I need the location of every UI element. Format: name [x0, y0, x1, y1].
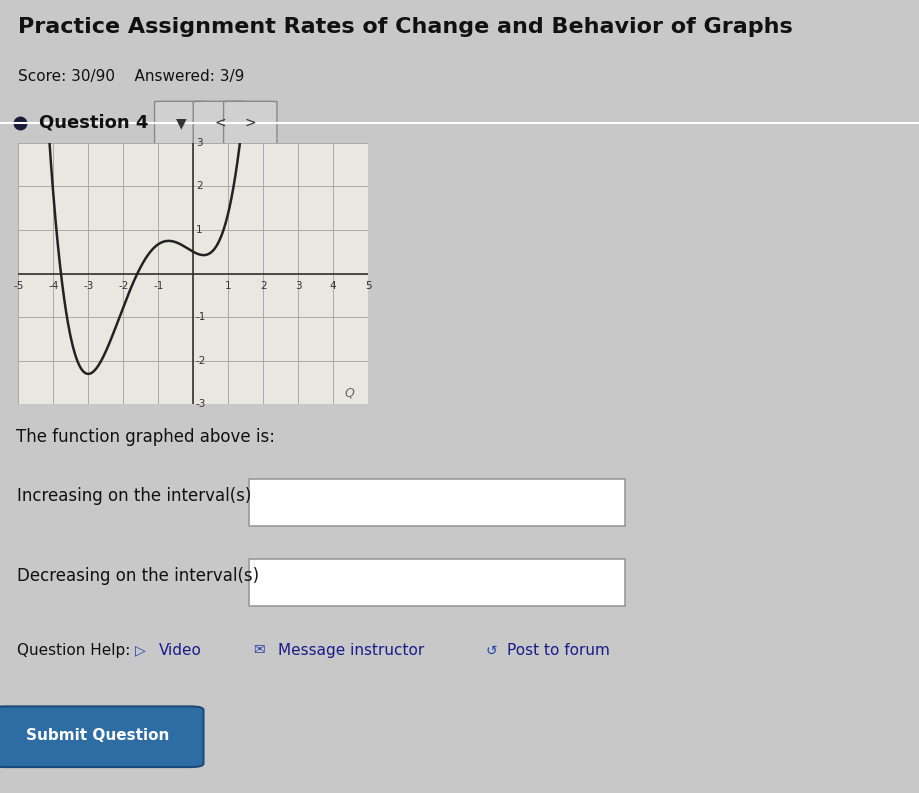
Text: Post to forum: Post to forum	[506, 643, 609, 658]
Text: Q: Q	[344, 386, 354, 399]
Text: -1: -1	[153, 282, 164, 292]
Text: 1: 1	[196, 225, 202, 235]
Text: 1: 1	[224, 282, 232, 292]
Text: ▷: ▷	[135, 644, 146, 657]
FancyBboxPatch shape	[249, 479, 624, 527]
Text: 2: 2	[259, 282, 267, 292]
Text: <: <	[214, 116, 225, 130]
FancyBboxPatch shape	[193, 102, 246, 144]
Text: >: >	[244, 116, 255, 130]
Text: 4: 4	[329, 282, 336, 292]
Text: -3: -3	[83, 282, 94, 292]
Text: The function graphed above is:: The function graphed above is:	[16, 427, 275, 446]
Text: -1: -1	[196, 312, 206, 322]
FancyBboxPatch shape	[154, 102, 208, 144]
Text: Increasing on the interval(s): Increasing on the interval(s)	[17, 488, 252, 505]
Text: ▼: ▼	[176, 116, 187, 130]
Text: 3: 3	[196, 138, 202, 147]
Text: 2: 2	[196, 182, 202, 191]
FancyBboxPatch shape	[223, 102, 277, 144]
Text: ✉: ✉	[254, 644, 265, 657]
Text: Practice Assignment Rates of Change and Behavior of Graphs: Practice Assignment Rates of Change and …	[18, 17, 792, 37]
Text: Decreasing on the interval(s): Decreasing on the interval(s)	[17, 567, 259, 585]
Text: -4: -4	[48, 282, 59, 292]
Text: Message instructor: Message instructor	[278, 643, 424, 658]
Text: -5: -5	[13, 282, 24, 292]
Text: ↺: ↺	[484, 644, 496, 657]
Text: -3: -3	[196, 400, 206, 409]
FancyBboxPatch shape	[0, 707, 203, 767]
Text: Score: 30/90    Answered: 3/9: Score: 30/90 Answered: 3/9	[18, 68, 244, 83]
Text: Video: Video	[159, 643, 202, 658]
Text: Question 4: Question 4	[39, 114, 148, 132]
Text: 5: 5	[364, 282, 371, 292]
Text: -2: -2	[118, 282, 129, 292]
Text: Submit Question: Submit Question	[26, 728, 169, 743]
Text: 3: 3	[294, 282, 301, 292]
FancyBboxPatch shape	[249, 559, 624, 607]
Text: -2: -2	[196, 356, 206, 366]
Text: Question Help:: Question Help:	[17, 643, 130, 658]
